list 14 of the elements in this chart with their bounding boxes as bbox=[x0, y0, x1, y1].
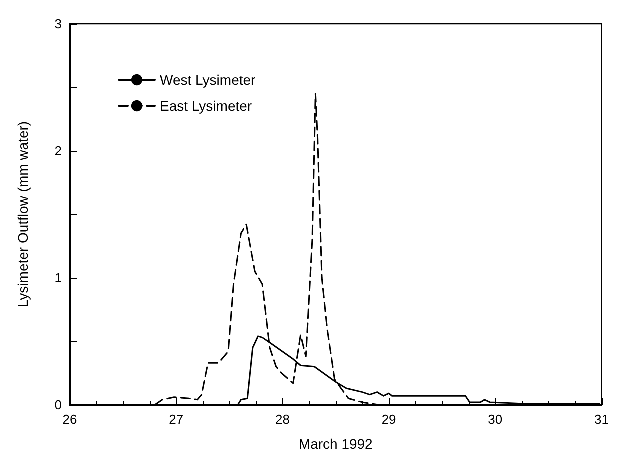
legend-label: East Lysimeter bbox=[160, 98, 252, 114]
legend-label: West Lysimeter bbox=[160, 72, 256, 88]
x-tick-label: 26 bbox=[62, 412, 78, 427]
x-tick-label: 27 bbox=[169, 412, 184, 427]
x-axis-title: March 1992 bbox=[298, 436, 374, 452]
x-tick-label: 28 bbox=[275, 412, 290, 427]
y-tick-label: 0 bbox=[54, 398, 62, 412]
y-axis-title: Lysimeter Outflow (mm water) bbox=[15, 121, 31, 308]
y-tick-label: 1 bbox=[54, 270, 62, 286]
y-tick-label: 2 bbox=[54, 144, 62, 158]
y-tick-label: 3 bbox=[54, 16, 62, 32]
x-tick-label: 31 bbox=[594, 412, 610, 427]
x-tick-label: 29 bbox=[382, 412, 396, 427]
x-tick-label: 30 bbox=[488, 412, 503, 427]
